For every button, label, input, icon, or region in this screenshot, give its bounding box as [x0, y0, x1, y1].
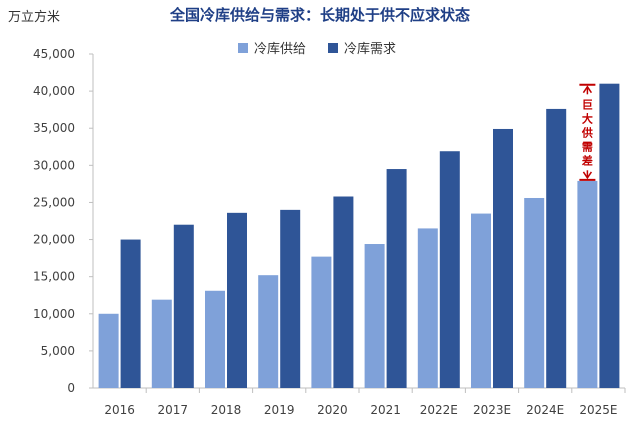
chart-legend: 冷库供给 冷库需求	[238, 38, 396, 57]
bar-demand	[386, 169, 407, 388]
legend-label-demand: 冷库需求	[344, 42, 397, 57]
x-tick-label: 2017	[158, 403, 189, 417]
legend-item-supply: 冷库供给	[238, 38, 306, 57]
legend-swatch-demand	[328, 42, 339, 53]
bar-demand	[280, 209, 301, 388]
legend-item-demand: 冷库需求	[328, 38, 396, 57]
y-axis-unit-label: 万立方米	[8, 10, 61, 25]
bar-demand	[227, 212, 247, 388]
bar-demand	[439, 151, 460, 388]
y-tick-label: 15,000	[33, 270, 75, 284]
legend-swatch-supply	[238, 42, 248, 53]
bar-demand	[599, 83, 620, 388]
bar-demand	[333, 196, 354, 388]
y-tick-label: 40,000	[33, 84, 75, 98]
y-tick-label: 5,000	[41, 344, 75, 358]
bar-supply	[471, 213, 491, 388]
x-tick-label: 2024E	[526, 403, 564, 417]
bar-supply	[205, 290, 225, 388]
annotation-label-bg	[579, 94, 596, 171]
bar-supply	[151, 299, 172, 388]
annotation-label: 巨大供需差	[581, 98, 593, 167]
bar-demand	[493, 128, 513, 388]
legend-label-supply: 冷库供给	[254, 42, 307, 57]
bar-supply	[311, 256, 332, 388]
y-tick-label: 30,000	[33, 158, 75, 172]
bar-supply	[258, 275, 279, 388]
bar-supply	[524, 197, 545, 388]
x-tick-label: 2021	[370, 403, 401, 417]
x-tick-label: 2025E	[579, 403, 617, 417]
y-tick-label: 45,000	[33, 47, 75, 61]
bar-supply	[98, 313, 119, 388]
bar-demand	[120, 239, 141, 388]
bar-supply	[417, 228, 438, 388]
x-tick-label: 2020	[317, 403, 348, 417]
annotation-arrow-up	[582, 85, 593, 94]
y-tick-label: 0	[67, 381, 75, 395]
x-tick-label: 2023E	[473, 403, 511, 417]
x-tick-label: 2022E	[420, 403, 458, 417]
y-tick-label: 20,000	[33, 233, 75, 247]
x-tick-label: 2016	[104, 403, 135, 417]
bar-supply	[577, 180, 598, 388]
chart-title: 全国冷库供给与需求：长期处于供不应求状态	[169, 6, 470, 24]
bar-supply	[364, 244, 385, 388]
y-tick-label: 35,000	[33, 121, 75, 135]
y-tick-label: 25,000	[33, 195, 75, 209]
y-tick-label: 10,000	[33, 307, 75, 321]
bar-demand	[546, 108, 567, 389]
x-tick-label: 2019	[264, 403, 295, 417]
x-tick-label: 2018	[211, 403, 242, 417]
annotation-arrow-down	[582, 171, 593, 180]
bar-demand	[173, 224, 194, 388]
